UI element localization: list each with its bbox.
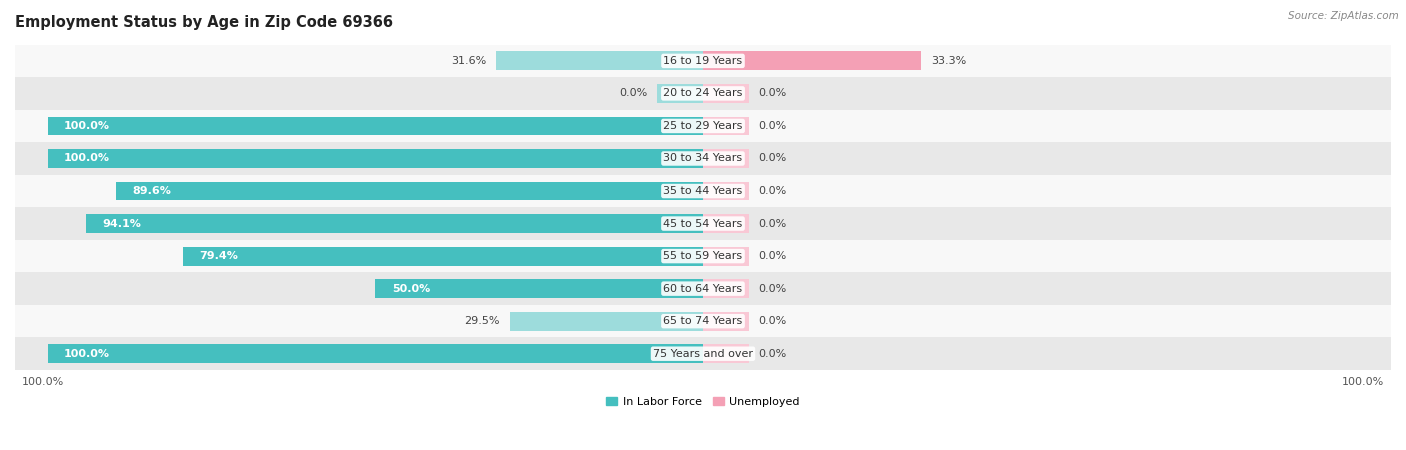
Text: 45 to 54 Years: 45 to 54 Years (664, 219, 742, 229)
Bar (15, 305, 1391, 338)
Text: 0.0%: 0.0% (759, 186, 787, 196)
Text: 0.0%: 0.0% (759, 284, 787, 294)
Bar (15, 175, 1391, 207)
Text: 0.0%: 0.0% (759, 349, 787, 359)
Bar (86, 214, 703, 233)
Bar (703, 279, 749, 298)
Bar (15, 207, 1391, 240)
Text: 100.0%: 100.0% (1343, 377, 1385, 387)
Bar (703, 149, 749, 168)
Bar (15, 77, 1391, 110)
Text: 30 to 34 Years: 30 to 34 Years (664, 153, 742, 163)
Text: 100.0%: 100.0% (65, 349, 110, 359)
Legend: In Labor Force, Unemployed: In Labor Force, Unemployed (602, 393, 804, 411)
Text: 0.0%: 0.0% (759, 316, 787, 326)
Text: 55 to 59 Years: 55 to 59 Years (664, 251, 742, 261)
Bar (496, 51, 703, 70)
Text: 0.0%: 0.0% (759, 251, 787, 261)
Bar (703, 312, 749, 331)
Text: 25 to 29 Years: 25 to 29 Years (664, 121, 742, 131)
Bar (703, 182, 749, 200)
Bar (703, 117, 749, 135)
Text: 16 to 19 Years: 16 to 19 Years (664, 56, 742, 66)
Text: 0.0%: 0.0% (759, 121, 787, 131)
Text: 0.0%: 0.0% (619, 88, 647, 99)
Text: 100.0%: 100.0% (21, 377, 63, 387)
Text: 31.6%: 31.6% (451, 56, 486, 66)
Text: 89.6%: 89.6% (132, 186, 172, 196)
Text: 0.0%: 0.0% (759, 88, 787, 99)
Bar (48, 344, 703, 363)
Text: 0.0%: 0.0% (759, 219, 787, 229)
Text: 20 to 24 Years: 20 to 24 Years (664, 88, 742, 99)
Text: 65 to 74 Years: 65 to 74 Years (664, 316, 742, 326)
Text: 50.0%: 50.0% (392, 284, 430, 294)
Bar (657, 84, 703, 103)
Text: 79.4%: 79.4% (200, 251, 238, 261)
Bar (15, 45, 1391, 77)
Text: 100.0%: 100.0% (65, 153, 110, 163)
Bar (15, 110, 1391, 142)
Bar (15, 240, 1391, 272)
Bar (48, 149, 703, 168)
Text: Source: ZipAtlas.com: Source: ZipAtlas.com (1288, 11, 1399, 21)
Text: 35 to 44 Years: 35 to 44 Years (664, 186, 742, 196)
Text: 29.5%: 29.5% (464, 316, 501, 326)
Bar (15, 338, 1391, 370)
Bar (703, 84, 749, 103)
Text: 75 Years and over: 75 Years and over (652, 349, 754, 359)
Text: 94.1%: 94.1% (103, 219, 142, 229)
Bar (703, 51, 921, 70)
Bar (115, 182, 703, 200)
Bar (510, 312, 703, 331)
Bar (183, 247, 703, 266)
Bar (48, 117, 703, 135)
Text: 0.0%: 0.0% (759, 153, 787, 163)
Text: Employment Status by Age in Zip Code 69366: Employment Status by Age in Zip Code 693… (15, 15, 394, 30)
Bar (703, 247, 749, 266)
Bar (703, 214, 749, 233)
Text: 33.3%: 33.3% (931, 56, 966, 66)
Bar (15, 272, 1391, 305)
Bar (375, 279, 703, 298)
Bar (15, 142, 1391, 175)
Bar (703, 344, 749, 363)
Text: 60 to 64 Years: 60 to 64 Years (664, 284, 742, 294)
Text: 100.0%: 100.0% (65, 121, 110, 131)
